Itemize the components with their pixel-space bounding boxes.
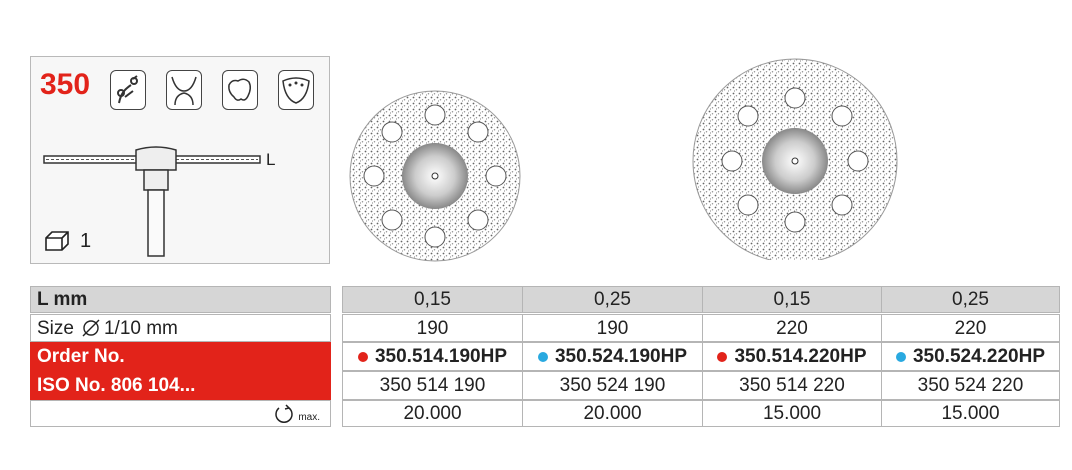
- product-number: 350: [40, 68, 91, 101]
- cell-size-3: 220: [702, 314, 882, 342]
- cell-speed-2: 20.000: [522, 400, 703, 427]
- color-dot-red: [357, 351, 368, 362]
- denture-icon: [278, 70, 314, 110]
- row-label-max-speed: max.: [30, 400, 331, 427]
- cell-size-2: 190: [522, 314, 703, 342]
- cell-order-2: 350.524.190HP: [522, 342, 703, 371]
- color-dot-blue: [537, 351, 548, 362]
- row-label-iso-no: ISO No. 806 104...: [30, 371, 331, 400]
- cell-l-mm-1: 0,15: [342, 286, 523, 313]
- pack-quantity: 1: [80, 230, 92, 252]
- package-icon: [44, 230, 70, 257]
- color-dot-blue: [895, 351, 906, 362]
- tooth-model-icon: [222, 70, 258, 110]
- cell-size-1: 190: [342, 314, 523, 342]
- cell-speed-1: 20.000: [342, 400, 523, 427]
- row-label-size: Size 1/10 mm: [30, 314, 331, 342]
- order-number: 350.514.220HP: [734, 346, 867, 367]
- cell-iso-4: 350 524 220: [881, 371, 1060, 400]
- size-label-prefix: Size: [37, 317, 74, 339]
- cell-iso-1: 350 514 190: [342, 371, 523, 400]
- color-dot-red: [717, 351, 728, 362]
- cell-speed-3: 15.000: [702, 400, 882, 427]
- order-number: 350.524.220HP: [912, 346, 1046, 367]
- max-label: max.: [298, 412, 320, 423]
- cell-speed-4: 15.000: [881, 400, 1060, 427]
- disc-mandrel-illustration: [43, 146, 261, 257]
- shank-length-label: L: [266, 150, 276, 169]
- order-number: 350.514.190HP: [374, 346, 508, 367]
- diameter-icon: [82, 319, 100, 337]
- cell-order-3: 350.514.220HP: [702, 342, 882, 371]
- cell-l-mm-2: 0,25: [522, 286, 703, 313]
- disc-220-image: [692, 58, 898, 260]
- cell-order-1: 350.514.190HP: [342, 342, 523, 371]
- disc-190-image: [349, 90, 521, 262]
- rotation-icon: [275, 403, 294, 423]
- order-number: 350.524.190HP: [554, 346, 688, 367]
- cell-iso-2: 350 524 190: [522, 371, 703, 400]
- cell-order-4: 350.524.220HP: [881, 342, 1060, 371]
- cell-iso-3: 350 514 220: [702, 371, 882, 400]
- size-label-unit: 1/10 mm: [103, 317, 178, 339]
- cell-size-4: 220: [881, 314, 1060, 342]
- row-label-l-mm: L mm: [30, 286, 331, 313]
- row-label-order-no: Order No.: [30, 342, 331, 371]
- gingiva-icon: [166, 70, 202, 110]
- cell-l-mm-3: 0,15: [702, 286, 882, 313]
- cell-l-mm-4: 0,25: [881, 286, 1060, 313]
- dental-pliers-icon: [110, 70, 146, 110]
